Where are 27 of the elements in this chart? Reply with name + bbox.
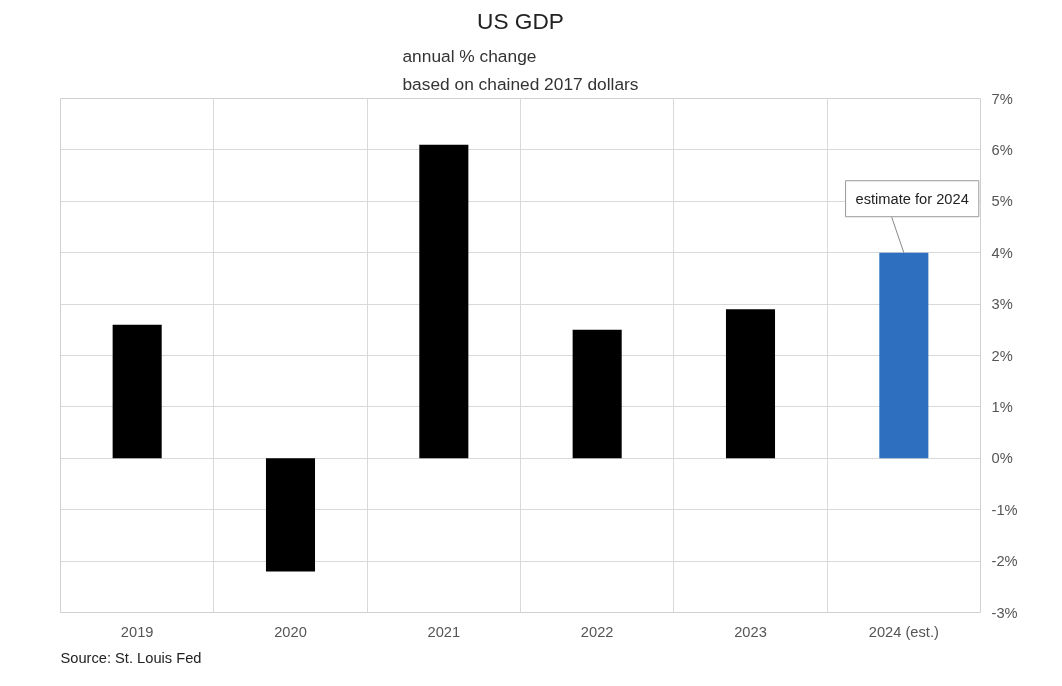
chart-subtitle: annual % change based on chained 2017 dollars bbox=[402, 45, 639, 94]
bar bbox=[419, 144, 469, 459]
y-tick-label: 7% bbox=[991, 90, 1013, 107]
source-note: Source: St. Louis Fed bbox=[60, 649, 202, 666]
y-tick-label: 4% bbox=[991, 244, 1013, 261]
x-tick-label: 2019 bbox=[120, 623, 154, 640]
y-tick-label: -3% bbox=[991, 604, 1018, 621]
annotation: estimate for 2024 bbox=[855, 190, 969, 207]
x-tick-label: 2020 bbox=[274, 623, 307, 640]
x-tick-label: 2024 (est.) bbox=[868, 623, 939, 640]
chart-title: US GDP bbox=[477, 7, 564, 34]
y-tick-label: -1% bbox=[991, 501, 1018, 518]
y-tick-label: -2% bbox=[991, 553, 1018, 570]
bar bbox=[572, 329, 622, 459]
bar bbox=[725, 309, 776, 459]
y-tick-label: 0% bbox=[991, 450, 1013, 467]
y-tick-label: 2% bbox=[991, 347, 1013, 364]
y-tick-label: 5% bbox=[991, 193, 1013, 210]
x-tick-label: 2022 bbox=[580, 623, 614, 640]
bar bbox=[265, 458, 316, 572]
bar bbox=[112, 324, 162, 459]
y-tick-label: 3% bbox=[991, 296, 1013, 313]
y-tick-label: 1% bbox=[991, 398, 1013, 415]
x-tick-label: 2023 bbox=[734, 623, 767, 640]
bar bbox=[879, 252, 929, 459]
y-tick-label: 6% bbox=[991, 141, 1013, 158]
x-tick-label: 2021 bbox=[427, 623, 461, 640]
